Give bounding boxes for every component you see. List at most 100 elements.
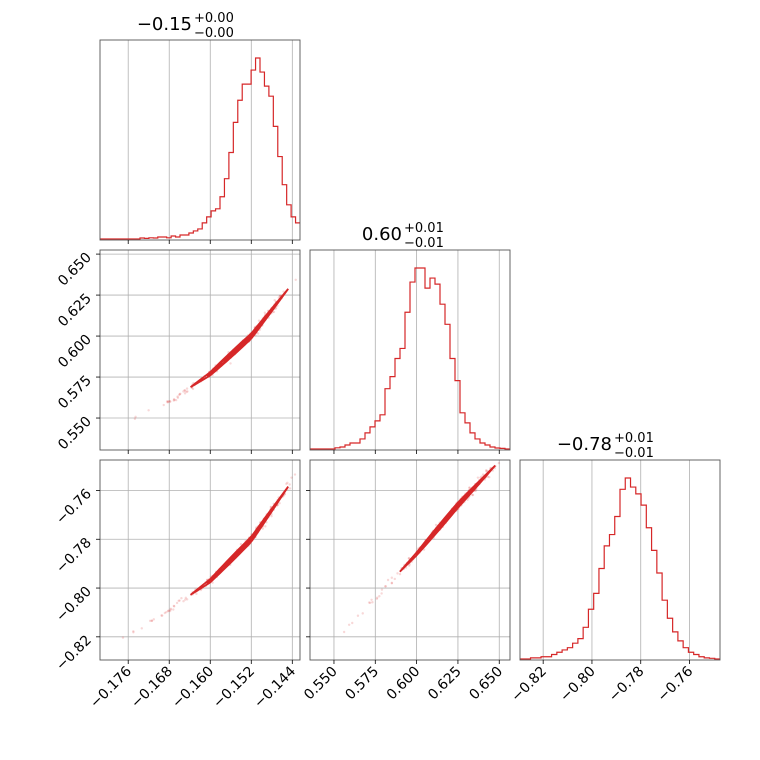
y-tick-label: −0.82 [53, 632, 95, 674]
sample-point [368, 601, 372, 605]
sample-point [172, 399, 176, 402]
sample-point [361, 612, 364, 615]
sample-point [169, 608, 172, 611]
y-tick-label: 0.650 [55, 250, 95, 290]
sample-point [290, 476, 293, 479]
sample-point [286, 481, 289, 484]
histogram-steps [100, 57, 300, 240]
sample-point [272, 310, 276, 314]
y-tick-label: −0.76 [53, 486, 95, 528]
sample-point [160, 614, 164, 617]
sample-point [371, 601, 374, 604]
sample-point [176, 396, 180, 399]
sample-point [407, 564, 411, 567]
sample-point [294, 278, 297, 281]
sample-point [180, 596, 183, 600]
sample-point [239, 543, 243, 546]
sample-point [261, 527, 264, 530]
sample-point [270, 514, 273, 518]
scatter-panel-1: −0.176−0.168−0.160−0.152−0.144 −0.82 −0.80… [53, 459, 301, 712]
panel-title-upper-error: +0.01 [404, 221, 444, 236]
scatter-points [121, 473, 297, 639]
sample-point [487, 475, 491, 479]
sample-point [288, 483, 291, 486]
sample-point [396, 572, 399, 575]
panel-title-lower-error: −0.00 [194, 26, 234, 41]
x-tick-label: −0.144 [251, 663, 299, 711]
sample-point [466, 498, 469, 502]
sample-point [160, 614, 163, 617]
sample-point [195, 592, 198, 596]
sample-point [347, 623, 351, 626]
sample-point [476, 476, 480, 479]
sample-point [167, 609, 170, 612]
panel-title-value: −0.78 [557, 434, 612, 455]
sample-point [134, 415, 137, 419]
panel-title-lower-error: −0.01 [404, 236, 444, 251]
y-tick-label: −0.80 [53, 584, 95, 626]
sample-point [150, 619, 154, 623]
sample-point [173, 605, 176, 608]
axes-frame [519, 459, 721, 661]
sample-point [407, 556, 411, 560]
x-tick-label: −0.80 [557, 664, 599, 706]
sample-point [186, 390, 189, 393]
sample-point [285, 482, 288, 486]
panel-title-value: 0.60 [362, 224, 402, 245]
sample-point [269, 505, 273, 509]
sample-point [167, 399, 170, 403]
scatter-panel-2: 0.550 0.575 0.600 0.625 0.650 [301, 457, 511, 704]
sample-point [468, 486, 471, 490]
sample-point [173, 398, 176, 402]
sample-point [256, 332, 260, 335]
sample-point [278, 502, 281, 505]
sample-point [263, 311, 267, 314]
sample-point [163, 611, 167, 615]
sample-point [481, 473, 485, 476]
sample-point [191, 387, 195, 391]
sample-point [176, 395, 179, 398]
sample-point [132, 631, 135, 634]
sample-point [167, 609, 170, 613]
sample-point [390, 581, 394, 585]
sample-point [175, 601, 179, 605]
sample-point [390, 576, 394, 579]
sample-point [185, 598, 189, 601]
sample-point [495, 457, 497, 459]
x-tick-label: −0.78 [606, 664, 648, 706]
histogram-panel-1: 0.60 +0.01−0.01 [309, 221, 511, 454]
sample-point [351, 621, 354, 625]
sample-point [393, 577, 396, 581]
sample-point [172, 608, 175, 611]
sample-point [390, 582, 394, 585]
scatter-points [133, 278, 297, 421]
sample-point [264, 525, 267, 528]
sample-point [184, 596, 188, 600]
sample-point [211, 581, 214, 584]
sample-point [168, 400, 172, 403]
sample-point [384, 585, 388, 588]
density-contour [190, 288, 289, 388]
x-tick-label: 0.650 [466, 664, 506, 704]
sample-point [356, 614, 360, 617]
sample-point [468, 486, 471, 489]
x-tick-label: −0.168 [128, 664, 176, 712]
sample-point [174, 398, 178, 402]
x-tick-label: 0.550 [301, 664, 341, 704]
sample-point [147, 409, 150, 412]
sample-point [367, 601, 371, 604]
y-tick-label: 0.575 [55, 373, 95, 413]
histogram-panel-2: −0.82 −0.80 −0.78 −0.76−0.78 +0.01−0.01 [508, 431, 721, 706]
sample-point [169, 607, 173, 610]
histogram-panel-0: −0.15 +0.00−0.00 [99, 11, 301, 244]
sample-point [380, 588, 384, 591]
sample-point [471, 493, 475, 497]
sample-point [132, 630, 135, 633]
panel-title-upper-error: +0.01 [614, 431, 654, 446]
sample-point [342, 630, 346, 634]
sample-point [182, 390, 185, 393]
x-tick-label: −0.76 [655, 663, 697, 705]
sample-point [434, 523, 438, 527]
histogram-steps [520, 477, 720, 660]
